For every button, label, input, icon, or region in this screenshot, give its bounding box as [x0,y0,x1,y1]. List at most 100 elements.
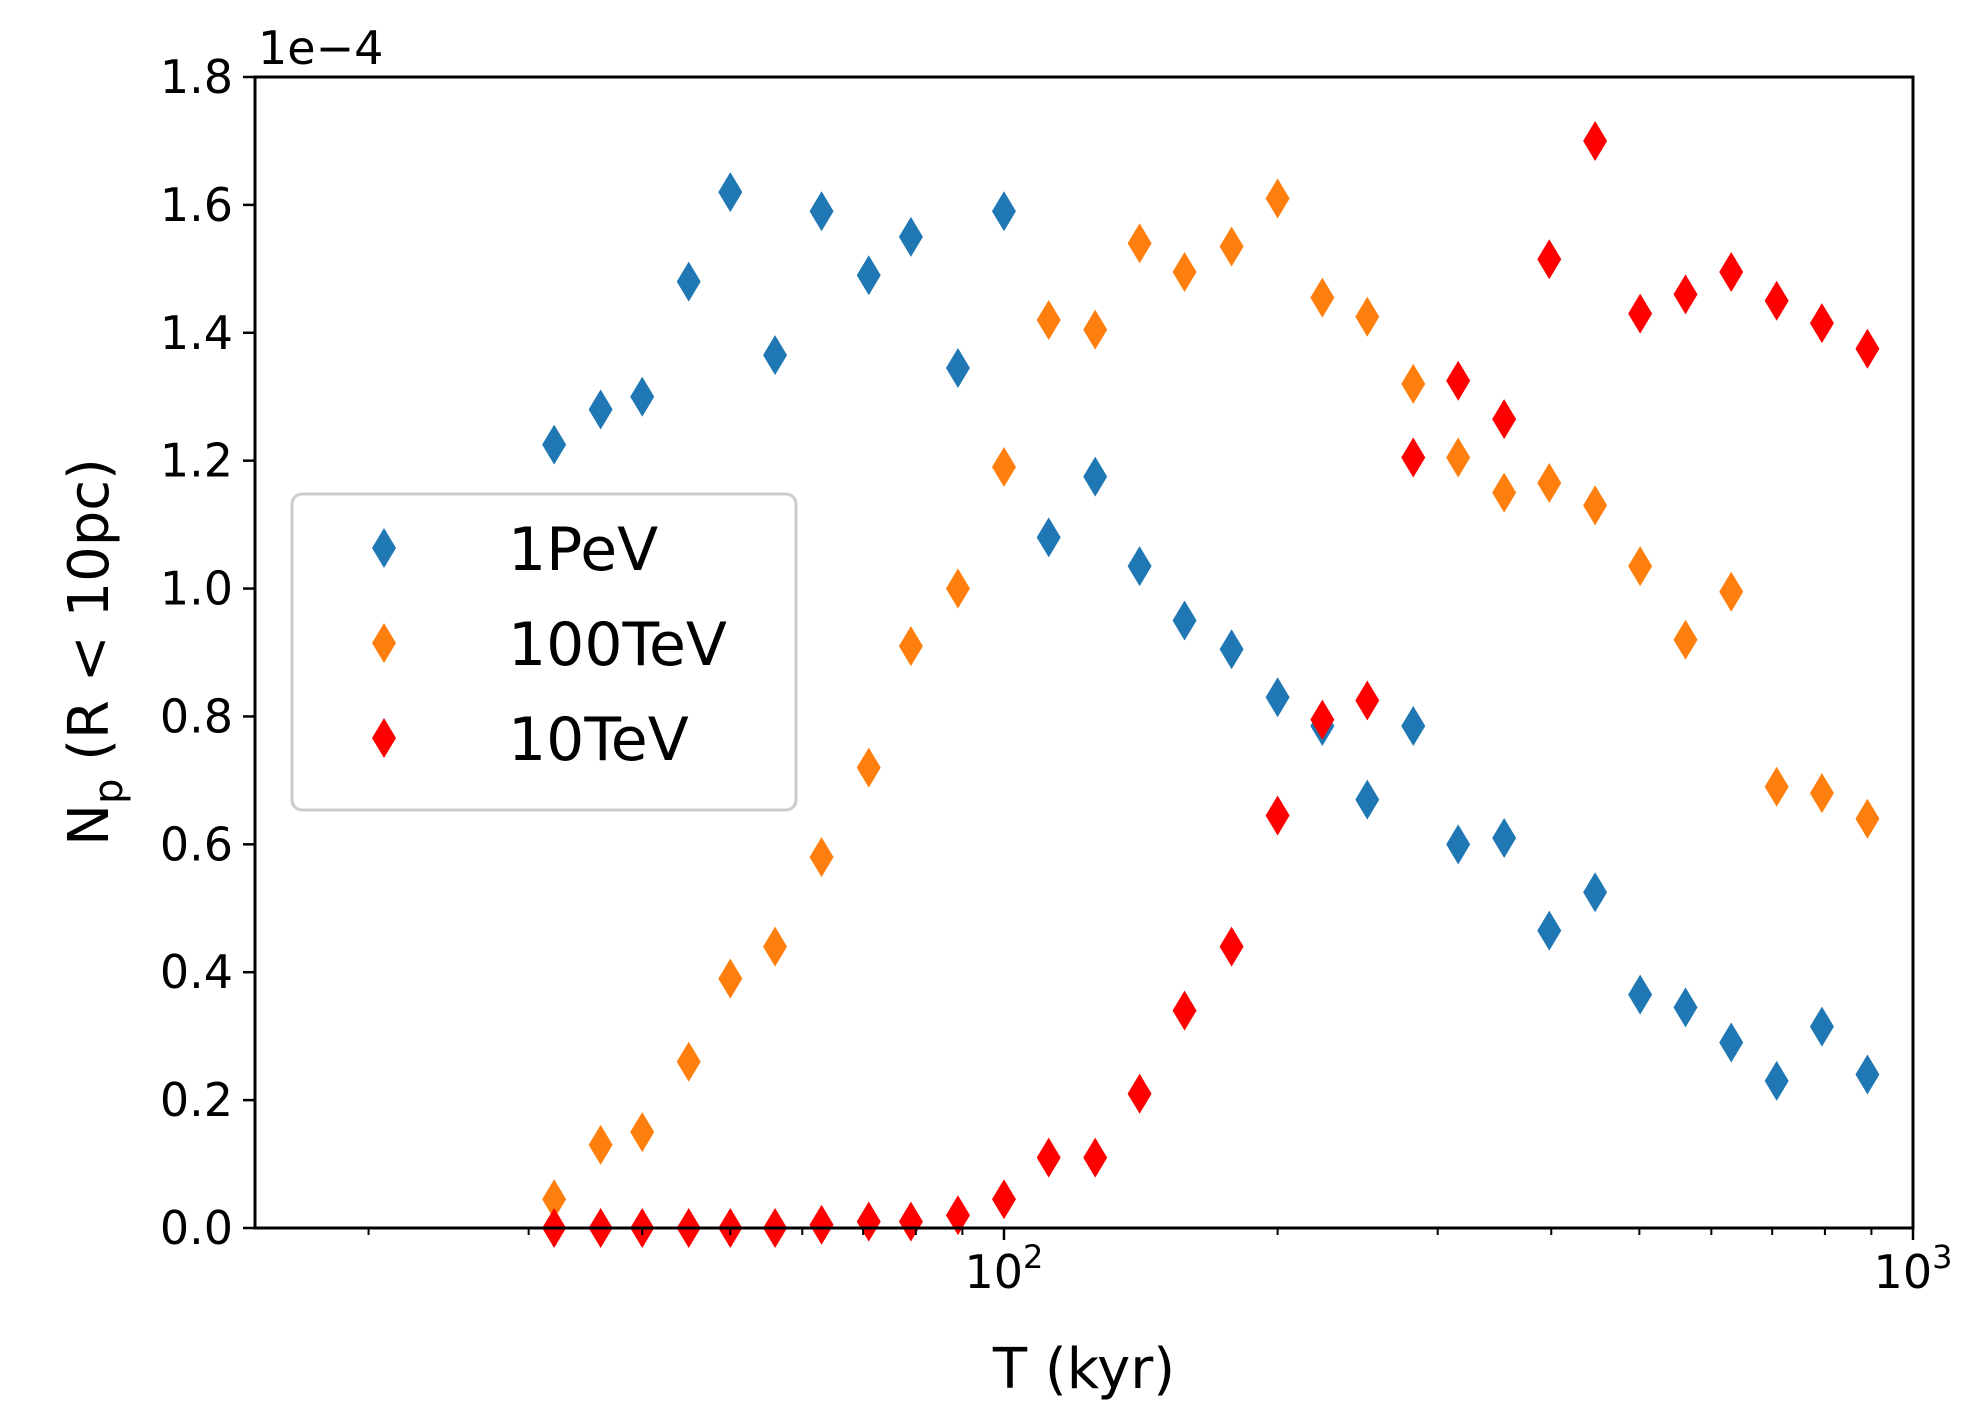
x-tick-label-exponent: 3 [1932,1238,1952,1276]
data-point [1537,910,1562,951]
data-point [1492,399,1517,440]
data-point [1127,546,1152,587]
data-point [1265,795,1290,836]
data-point [1446,437,1471,478]
data-point [1537,239,1562,280]
y-tick-label: 0.4 [160,945,233,999]
x-axis-ticks: 102 103 [367,1228,1953,1299]
y-tick-label: 0.0 [160,1201,233,1255]
data-point [945,347,970,388]
data-point [1809,773,1834,814]
data-point [898,1201,923,1242]
data-point [1719,571,1744,612]
y-tick-label: 1.6 [160,178,233,232]
data-point [991,447,1016,488]
y-tick-label: 1.0 [160,562,233,616]
data-point [1265,178,1290,219]
x-tick-label-base: 10 [965,1245,1024,1299]
legend-marker [372,528,396,568]
data-point [1855,798,1880,839]
data-point [763,926,788,967]
data-point [1855,1054,1880,1095]
legend-marker [372,718,396,758]
data-point [898,216,923,257]
data-markers [542,120,1880,1248]
data-point [1265,677,1290,718]
data-point [1446,360,1471,401]
data-point [809,191,834,232]
x-tick-label-base: 10 [1874,1245,1933,1299]
data-point [1809,1006,1834,1047]
legend: 1PeV 100TeV 10TeV [290,492,798,812]
data-point [1127,223,1152,264]
data-point [1036,299,1061,340]
y-axis-label-subscript: p [86,779,132,804]
data-point [1537,463,1562,504]
legend-label: 100TeV [508,610,727,680]
y-offset-label: 1e−4 [258,21,383,75]
data-point [1583,872,1608,913]
data-point [1355,779,1380,820]
data-point [1083,456,1108,497]
data-point [1355,680,1380,721]
data-point [1719,1022,1744,1063]
y-tick-label: 1.2 [160,434,233,488]
data-point [1628,974,1653,1015]
data-point [588,389,613,430]
data-point [1401,363,1426,404]
data-point [630,376,655,417]
data-point [1083,1137,1108,1178]
series-1PeV [542,172,1880,1101]
data-point [1036,517,1061,558]
x-tick-label: 103 [1874,1238,1953,1299]
data-point [856,255,881,296]
data-point [718,172,743,213]
data-point [1719,252,1744,293]
data-point [945,568,970,609]
data-point [1310,699,1335,740]
data-point [1401,437,1426,478]
data-point [1083,309,1108,350]
x-tick-label: 102 [965,1238,1044,1299]
data-point [1219,926,1244,967]
data-point [1628,293,1653,334]
legend-label: 1PeV [508,515,658,585]
data-point [1446,824,1471,865]
data-point [588,1124,613,1165]
data-point [1355,296,1380,337]
data-point [1127,1073,1152,1114]
data-point [1855,328,1880,369]
data-point [809,1204,834,1245]
data-point [991,191,1016,232]
legend-label: 10TeV [508,705,689,775]
data-point [1219,629,1244,670]
y-axis-label-rest: (R < 10pc) [57,458,122,779]
data-point [630,1112,655,1153]
data-point [898,626,923,667]
data-point [676,1041,701,1082]
data-point [1492,817,1517,858]
y-axis-label-main: N [57,804,122,846]
data-point [1764,280,1789,321]
data-point [809,837,834,878]
data-point [718,958,743,999]
data-point [1673,274,1698,315]
data-point [542,1179,567,1220]
data-point [1583,120,1608,161]
data-point [542,424,567,465]
data-point [1172,600,1197,641]
data-point [763,335,788,376]
y-axis-ticks: 0.0 0.2 0.4 0.6 0.8 1.0 1.2 1.4 1.6 1.8 [160,50,255,1255]
plot-frame [253,75,1915,1230]
series-10TeV [542,120,1880,1248]
y-tick-label: 0.8 [160,689,233,743]
series-100TeV [542,178,1880,1220]
y-axis-label: Np (R < 10pc) [57,458,132,846]
data-point [1172,252,1197,293]
data-point [1764,766,1789,807]
y-tick-label: 0.2 [160,1073,233,1127]
x-axis-label: T (kyr) [992,1337,1175,1402]
data-point [1764,1060,1789,1101]
data-point [1401,706,1426,747]
